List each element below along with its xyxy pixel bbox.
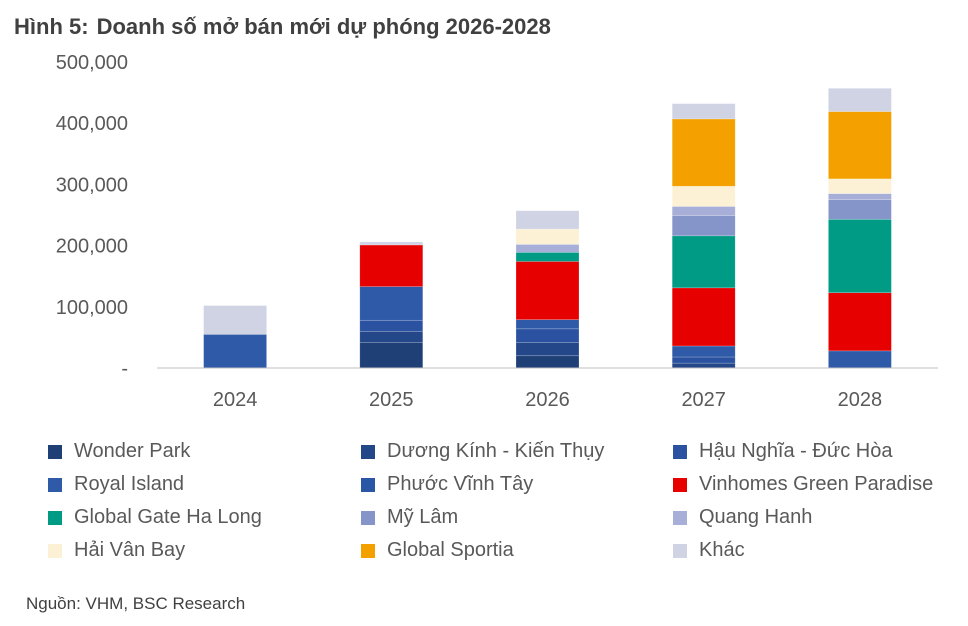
legend-item: Global Gate Ha Long bbox=[48, 506, 262, 529]
bar-segment bbox=[828, 218, 892, 294]
bar-segment bbox=[828, 88, 892, 112]
legend-label: Phước Vĩnh Tây bbox=[387, 473, 534, 495]
bar-segment bbox=[671, 206, 736, 216]
bar-segment bbox=[359, 286, 424, 321]
bar-segment bbox=[671, 103, 736, 120]
legend-swatch bbox=[673, 444, 687, 459]
legend-swatch bbox=[361, 510, 375, 525]
bar-segment bbox=[671, 356, 736, 364]
bar-stack-2027 bbox=[671, 103, 736, 369]
chart-title: Hình 5: Doanh số mở bán mới dự phóng 2026… bbox=[14, 14, 559, 40]
bar-segment bbox=[359, 341, 424, 369]
bar-segment bbox=[515, 261, 580, 320]
x-tick-label: 2024 bbox=[213, 389, 258, 411]
y-tick-label: 500,000 bbox=[56, 52, 128, 74]
legend-swatch bbox=[361, 543, 375, 558]
legend-item: Khác bbox=[673, 539, 745, 562]
bar-segment bbox=[828, 199, 892, 220]
legend-item: Mỹ Lâm bbox=[361, 506, 458, 529]
bar-stack-2025 bbox=[359, 241, 424, 369]
bar-segment bbox=[671, 362, 736, 369]
legend-item: Royal Island bbox=[48, 473, 184, 496]
x-axis: 2024 2025 2026 2027 2028 bbox=[213, 389, 882, 411]
legend-swatch bbox=[48, 543, 62, 558]
bar-segment bbox=[359, 244, 424, 287]
legend-swatch bbox=[48, 477, 62, 492]
bar-segment bbox=[671, 345, 736, 358]
stacked-bar-chart: - 100,000 200,000 300,000 400,000 500,000 202… bbox=[56, 52, 938, 411]
legend-label: Global Gate Ha Long bbox=[74, 506, 262, 528]
legend-swatch bbox=[673, 543, 687, 558]
bar-stack-2028 bbox=[828, 88, 892, 369]
legend-item: Dương Kính - Kiến Thụy bbox=[361, 440, 604, 463]
bar-segment bbox=[671, 287, 736, 347]
legend-item: Quang Hanh bbox=[673, 506, 812, 529]
bar-segment bbox=[828, 292, 892, 352]
legend-label: Global Sportia bbox=[387, 539, 514, 561]
bar-segment bbox=[671, 118, 736, 187]
bar-segment bbox=[515, 355, 580, 369]
bar-stack-2024 bbox=[203, 305, 267, 369]
x-tick-label: 2025 bbox=[369, 389, 414, 411]
y-tick-label: - bbox=[121, 358, 128, 380]
y-tick-label: 100,000 bbox=[56, 297, 128, 319]
bar-segment bbox=[359, 319, 424, 332]
legend-swatch bbox=[361, 444, 375, 459]
legend-label: Vinhomes Green Paradise bbox=[699, 473, 934, 495]
legend-label: Hải Vân Bay bbox=[74, 539, 186, 561]
y-tick-label: 400,000 bbox=[56, 113, 128, 135]
bar-segment bbox=[828, 350, 892, 369]
bar-segment bbox=[828, 178, 892, 194]
legend-label: Mỹ Lâm bbox=[387, 506, 459, 528]
bar-segment bbox=[671, 185, 736, 207]
bar-segment bbox=[515, 244, 580, 253]
legend-label: Royal Island bbox=[74, 473, 185, 495]
source-note: Nguồn: VHM, BSC Research bbox=[26, 594, 246, 613]
figure-label: Hình 5: bbox=[14, 14, 89, 39]
x-tick-label: 2027 bbox=[681, 389, 726, 411]
x-tick-label: 2026 bbox=[525, 389, 570, 411]
bar-segment bbox=[828, 111, 892, 180]
bar-segment bbox=[515, 319, 580, 330]
legend-swatch bbox=[673, 510, 687, 525]
legend-swatch bbox=[48, 510, 62, 525]
legend-label: Khác bbox=[699, 539, 745, 561]
legend-label: Hậu Nghĩa - Đức Hòa bbox=[699, 440, 893, 462]
legend-item: Vinhomes Green Paradise bbox=[673, 473, 933, 496]
legend-item: Hải Vân Bay bbox=[48, 539, 185, 562]
legend-item: Phước Vĩnh Tây bbox=[361, 473, 533, 496]
legend-swatch bbox=[673, 477, 687, 492]
legend-swatch bbox=[361, 477, 375, 492]
bar-segment bbox=[515, 328, 580, 343]
legend-item: Global Sportia bbox=[361, 539, 514, 562]
legend-label: Quang Hanh bbox=[699, 506, 813, 528]
y-tick-label: 300,000 bbox=[56, 174, 128, 196]
bar-segment bbox=[359, 330, 424, 343]
x-tick-label: 2028 bbox=[838, 389, 883, 411]
bar-segment bbox=[828, 193, 892, 201]
bar-segment bbox=[203, 305, 267, 335]
y-axis: - 100,000 200,000 300,000 400,000 500,000 bbox=[56, 52, 128, 380]
legend-swatch bbox=[48, 444, 62, 459]
bar-stacks bbox=[203, 88, 892, 369]
bar-segment bbox=[515, 341, 580, 357]
legend-label: Wonder Park bbox=[74, 440, 191, 462]
bar-stack-2026 bbox=[515, 210, 580, 369]
bar-segment bbox=[671, 215, 736, 237]
legend-item: Hậu Nghĩa - Đức Hòa bbox=[673, 440, 892, 463]
figure-title: Doanh số mở bán mới dự phóng 2026-2028 bbox=[96, 14, 551, 39]
bar-segment bbox=[359, 241, 424, 246]
bar-segment bbox=[515, 252, 580, 262]
bar-segment bbox=[203, 334, 267, 369]
legend-label: Dương Kính - Kiến Thụy bbox=[387, 440, 605, 462]
bar-segment bbox=[515, 210, 580, 230]
legend-item: Wonder Park bbox=[48, 440, 190, 463]
y-tick-label: 200,000 bbox=[56, 236, 128, 258]
bar-segment bbox=[515, 228, 580, 245]
bar-segment bbox=[671, 235, 736, 289]
